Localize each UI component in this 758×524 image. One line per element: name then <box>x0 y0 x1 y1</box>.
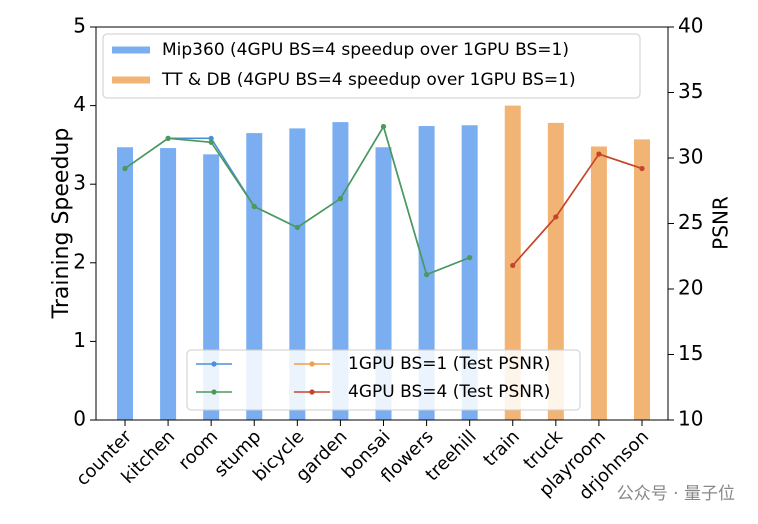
line <box>512 153 643 266</box>
point <box>596 151 602 157</box>
legend-box <box>102 33 641 99</box>
bar <box>160 148 177 420</box>
point <box>208 135 214 141</box>
legend-label: 1GPU BS=1 (Test PSNR) <box>348 354 550 374</box>
legend-label: Mip360 (4GPU BS=4 speedup over 1GPU BS=1… <box>162 40 569 60</box>
point <box>423 271 430 278</box>
bar <box>634 139 650 420</box>
legend-marker <box>211 361 217 367</box>
watermark: 公众号 · 量子位 <box>617 484 735 504</box>
y2-axis-label: PSNR <box>709 196 733 250</box>
y2-tick-label: 20 <box>678 276 703 300</box>
y-tick-label: 4 <box>73 92 86 116</box>
bar <box>332 122 349 420</box>
legend-label: TT & DB (4GPU BS=4 speedup over 1GPU BS=… <box>161 70 576 90</box>
bar <box>289 128 306 421</box>
legend-box <box>186 349 581 411</box>
y-tick-label: 0 <box>73 407 86 431</box>
y2-tick-label: 40 <box>678 14 703 38</box>
bar <box>504 105 521 420</box>
y2-tick-label: 15 <box>678 341 703 365</box>
legend-marker <box>309 361 315 367</box>
point <box>337 196 344 202</box>
y2-tick-label: 30 <box>678 145 703 169</box>
bar <box>117 147 133 420</box>
point <box>639 165 645 172</box>
line <box>512 153 643 266</box>
point <box>208 139 214 145</box>
y-tick-label: 5 <box>73 14 86 38</box>
y2-tick-label: 35 <box>678 79 703 103</box>
y-axis-label: Training Speedup <box>49 128 74 320</box>
point <box>553 214 559 220</box>
bar <box>246 133 263 421</box>
y-tick-label: 3 <box>73 171 86 195</box>
y-tick-label: 1 <box>73 328 86 352</box>
bar <box>590 146 607 421</box>
bar <box>547 122 564 420</box>
point <box>251 203 257 210</box>
point <box>294 224 300 231</box>
point <box>165 135 171 141</box>
point <box>467 254 473 261</box>
point <box>510 262 516 269</box>
y-tick-label: 2 <box>73 249 86 273</box>
legend-marker <box>211 389 217 395</box>
y2-tick-label: 10 <box>678 407 703 431</box>
x-tick-label: train <box>479 426 523 470</box>
point <box>122 165 128 172</box>
legend-label: 4GPU BS=4 (Test PSNR) <box>348 382 550 402</box>
bar <box>461 125 478 420</box>
point <box>380 123 387 130</box>
y2-tick-label: 25 <box>678 210 703 234</box>
legend-marker <box>309 389 315 395</box>
